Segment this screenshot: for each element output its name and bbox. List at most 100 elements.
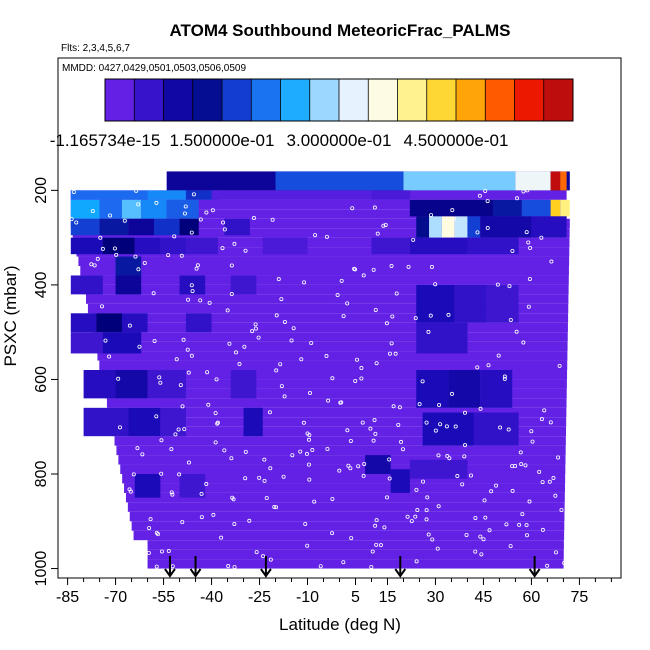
sample-point [373, 523, 378, 528]
sample-point [243, 476, 248, 481]
heatmap-cell [371, 190, 410, 200]
sample-point [179, 253, 184, 258]
colorbar-tick-label: -1.165734e-15 [50, 131, 161, 150]
sample-point [414, 487, 419, 492]
sample-point [430, 537, 435, 542]
sample-point [378, 543, 383, 548]
sample-point [477, 193, 482, 198]
heatmap-cell [70, 237, 103, 255]
sample-point [529, 429, 534, 434]
sample-point [222, 448, 227, 453]
sample-point [530, 439, 535, 444]
sample-point [540, 480, 545, 485]
down-arrow-head-icon [260, 568, 272, 578]
heatmap-cell [390, 469, 410, 493]
heatmap-cell [70, 313, 97, 333]
sample-point [502, 374, 507, 379]
sample-point [527, 276, 532, 281]
heatmap-background-band [133, 530, 565, 541]
sample-point [213, 440, 218, 445]
sample-point [455, 474, 460, 479]
sample-point [330, 531, 335, 536]
sample-point [370, 549, 375, 554]
sample-point [157, 375, 162, 380]
sample-point [306, 437, 311, 442]
sample-point [159, 549, 164, 554]
sample-point [69, 217, 74, 222]
sample-point [170, 492, 175, 497]
sample-point [406, 264, 411, 269]
sample-point [267, 410, 272, 415]
sample-point [508, 544, 513, 549]
heatmap-cell [115, 256, 142, 276]
sample-point [310, 448, 315, 453]
sample-point [450, 208, 455, 213]
heatmap-cell [429, 216, 442, 238]
sample-point [391, 404, 396, 409]
sample-point [291, 326, 296, 331]
sample-point [176, 427, 181, 432]
heatmap-background-band [114, 436, 566, 446]
heatmap-cell [486, 284, 519, 323]
sample-point [185, 347, 190, 352]
sample-point [290, 453, 295, 458]
sample-point [433, 428, 438, 433]
sample-point [243, 449, 248, 454]
y-tick-label: 1000 [33, 551, 50, 587]
sample-point [181, 337, 186, 342]
sample-point [136, 202, 141, 207]
heatmap-cell [371, 237, 410, 255]
heatmap-background-band [82, 275, 569, 285]
x-axis-label: Latitude (deg N) [279, 615, 401, 634]
sample-point [542, 408, 547, 413]
sample-point [362, 461, 367, 466]
heatmap-background-band [125, 492, 565, 503]
sample-point [122, 218, 127, 223]
sample-point [424, 508, 429, 513]
sample-point [312, 499, 317, 504]
heatmap-cell [153, 218, 180, 236]
sample-point [264, 496, 269, 501]
colorbar-segment [105, 79, 135, 121]
sample-point [445, 454, 450, 459]
sample-point [559, 507, 564, 512]
sample-point [504, 522, 509, 527]
sample-point [424, 517, 429, 522]
sample-point [307, 477, 312, 482]
colorbar-frame [104, 78, 574, 122]
sample-point [232, 521, 237, 526]
sample-point [353, 378, 358, 383]
sample-point [478, 534, 483, 539]
sample-point [384, 321, 389, 326]
sample-point [381, 223, 386, 228]
sample-point [89, 262, 94, 267]
heatmap-cell [185, 190, 218, 200]
sample-point [95, 256, 100, 261]
heatmap-background-band [124, 483, 565, 493]
sample-point [537, 469, 542, 474]
sample-point [92, 263, 97, 268]
heatmap-cell [560, 199, 570, 217]
sample-point [232, 565, 237, 570]
heatmap-cell [531, 216, 567, 238]
colorbar-segment [339, 79, 369, 121]
colorbar-segment [134, 79, 164, 121]
sample-point [190, 289, 195, 294]
sample-point [341, 560, 346, 565]
heatmap-cell [480, 216, 532, 238]
sample-point [438, 422, 443, 427]
sample-point [174, 357, 179, 362]
heatmap-background-band [127, 502, 565, 512]
sample-point [495, 282, 500, 287]
sample-point [279, 384, 284, 389]
sample-point [397, 405, 402, 410]
x-tick-label: 30 [427, 589, 445, 606]
sample-point [360, 420, 365, 425]
heatmap-cell [70, 199, 100, 219]
sample-point [257, 475, 262, 480]
sample-point [337, 468, 342, 473]
sample-point [204, 482, 209, 487]
sample-point [180, 520, 185, 525]
sample-point [135, 446, 140, 451]
